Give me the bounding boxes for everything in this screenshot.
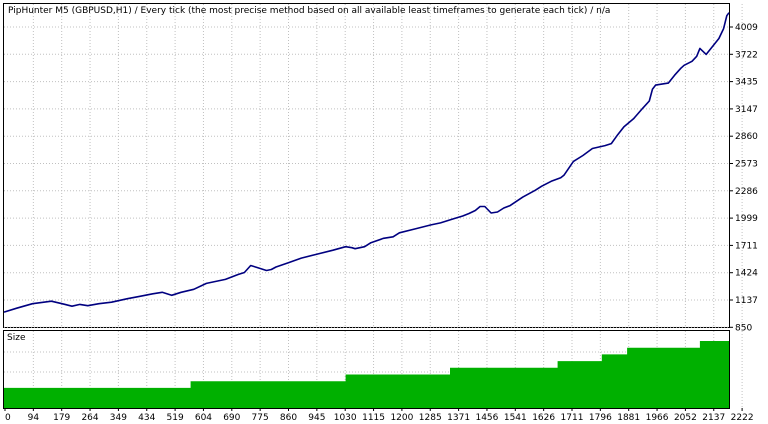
balance-series-line xyxy=(3,12,730,313)
x-tick-label: 1796 xyxy=(589,413,612,423)
x-tick-label: 1030 xyxy=(334,413,357,423)
x-tick-label: 945 xyxy=(308,413,325,423)
x-tick-label: 1456 xyxy=(475,413,498,423)
x-tick-label: 775 xyxy=(252,413,269,423)
x-tick-label: 1881 xyxy=(617,413,640,423)
size-pane-title: Size xyxy=(7,333,26,343)
x-tick-label: 519 xyxy=(167,413,184,423)
x-tick-label: 690 xyxy=(223,413,240,423)
y-tick-label: 850 xyxy=(735,323,752,333)
x-tick-label: 2137 xyxy=(702,413,725,423)
y-tick-label: 3147 xyxy=(735,105,758,115)
x-tick-label: 1966 xyxy=(646,413,669,423)
y-tick-label: 1711 xyxy=(735,241,758,251)
y-tick-label: 2286 xyxy=(735,187,758,197)
size-pane: Size 0 94 179 264 349 434 519 604 690 775 860 945 10… xyxy=(3,330,754,423)
x-tick-label: 349 xyxy=(110,413,127,423)
y-tick-label: 4009 xyxy=(735,23,758,33)
x-tick-label: 179 xyxy=(53,413,70,423)
x-tick-label: 1371 xyxy=(447,413,470,423)
x-tick-label: 94 xyxy=(28,413,40,423)
equity-plot-frame xyxy=(3,3,730,328)
y-tick-label: 1424 xyxy=(735,269,758,279)
x-tick-label: 860 xyxy=(280,413,297,423)
y-tick-label: 2860 xyxy=(735,132,758,142)
equity-pane: PipHunter M5 (GBPUSD,H1) / Every tick (t… xyxy=(3,3,758,333)
x-tick-label: 604 xyxy=(195,413,212,423)
x-tick-label: 1200 xyxy=(390,413,413,423)
x-tick-label: 1626 xyxy=(532,413,555,423)
y-tick-label: 3435 xyxy=(735,78,758,88)
chart-title: PipHunter M5 (GBPUSD,H1) / Every tick (t… xyxy=(8,6,610,16)
x-axis-tick-labels: 0 94 179 264 349 434 519 604 690 775 860 945 1030 111… xyxy=(4,408,754,423)
x-tick-label: 2222 xyxy=(731,413,754,423)
x-tick-label: 1115 xyxy=(362,413,385,423)
x-tick-label: 1541 xyxy=(504,413,527,423)
y-tick-label: 1999 xyxy=(735,214,758,224)
x-tick-label: 264 xyxy=(81,413,98,423)
x-tick-label: 0 xyxy=(5,413,11,423)
x-tick-label: 1711 xyxy=(561,413,584,423)
y-tick-label: 2573 xyxy=(735,160,758,170)
x-tick-label: 2052 xyxy=(674,413,697,423)
size-series-area xyxy=(4,341,729,408)
y-tick-label: 3722 xyxy=(735,50,758,60)
y-axis-tick-labels: 4009 3722 3435 3147 2860 2573 2286 1999 1711 1424… xyxy=(729,23,758,333)
y-tick-label: 1137 xyxy=(735,296,758,306)
x-tick-label: 434 xyxy=(138,413,155,423)
x-tick-label: 1285 xyxy=(419,413,442,423)
